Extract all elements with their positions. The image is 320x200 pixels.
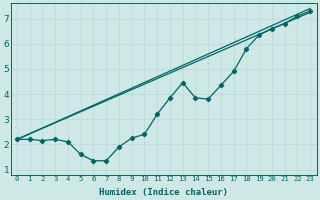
X-axis label: Humidex (Indice chaleur): Humidex (Indice chaleur) [99,188,228,197]
